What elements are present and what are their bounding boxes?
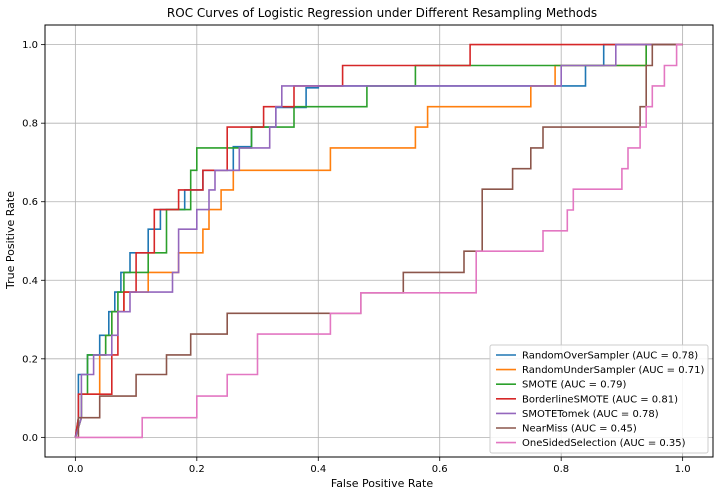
x-axis-label: False Positive Rate (331, 477, 433, 490)
x-tick-label: 0.0 (67, 464, 83, 475)
y-tick-label: 0.2 (22, 354, 38, 365)
legend-entry: SMOTE (AUC = 0.79) (522, 380, 626, 391)
y-tick-label: 0.0 (22, 433, 38, 444)
grid-lines (45, 25, 713, 457)
y-tick-label: 0.6 (22, 197, 38, 208)
legend: RandomOverSampler (AUC = 0.78) RandomUnde… (489, 344, 709, 454)
legend-entry: SMOTETomek (AUC = 0.78) (522, 409, 659, 420)
roc-curve-7 (75, 43, 683, 439)
chart-title: ROC Curves of Logistic Regression under … (167, 6, 597, 20)
roc-curve-6 (75, 43, 683, 439)
x-tick-label: 0.2 (189, 464, 205, 475)
plot-frame (44, 24, 714, 458)
legend-entry: OneSidedSelection (AUC = 0.35) (522, 438, 686, 449)
legend-entry: NearMiss (AUC = 0.45) (522, 424, 637, 435)
x-tick-label: 0.8 (553, 464, 569, 475)
roc-series (74, 43, 683, 439)
y-axis-label: True Positive Rate (4, 191, 17, 290)
axis-ticks: 0.0 0.2 0.4 0.6 0.8 1.0 0.0 0.2 0.4 0.6 0.8 1.0 (22, 40, 690, 475)
legend-box (489, 344, 709, 454)
roc-curve-3 (74, 43, 683, 438)
legend-entry: BorderlineSMOTE (AUC = 0.81) (522, 394, 678, 405)
legend-entry: RandomOverSampler (AUC = 0.78) (522, 351, 698, 362)
legend-entry: RandomUnderSampler (AUC = 0.71) (522, 365, 705, 376)
y-tick-label: 0.8 (22, 119, 38, 130)
y-tick-label: 0.4 (22, 276, 38, 287)
x-tick-label: 0.4 (310, 464, 326, 475)
y-tick-label: 1.0 (22, 40, 38, 51)
roc-curve-5 (74, 43, 683, 438)
x-tick-label: 0.6 (432, 464, 448, 475)
x-tick-label: 1.0 (675, 464, 691, 475)
